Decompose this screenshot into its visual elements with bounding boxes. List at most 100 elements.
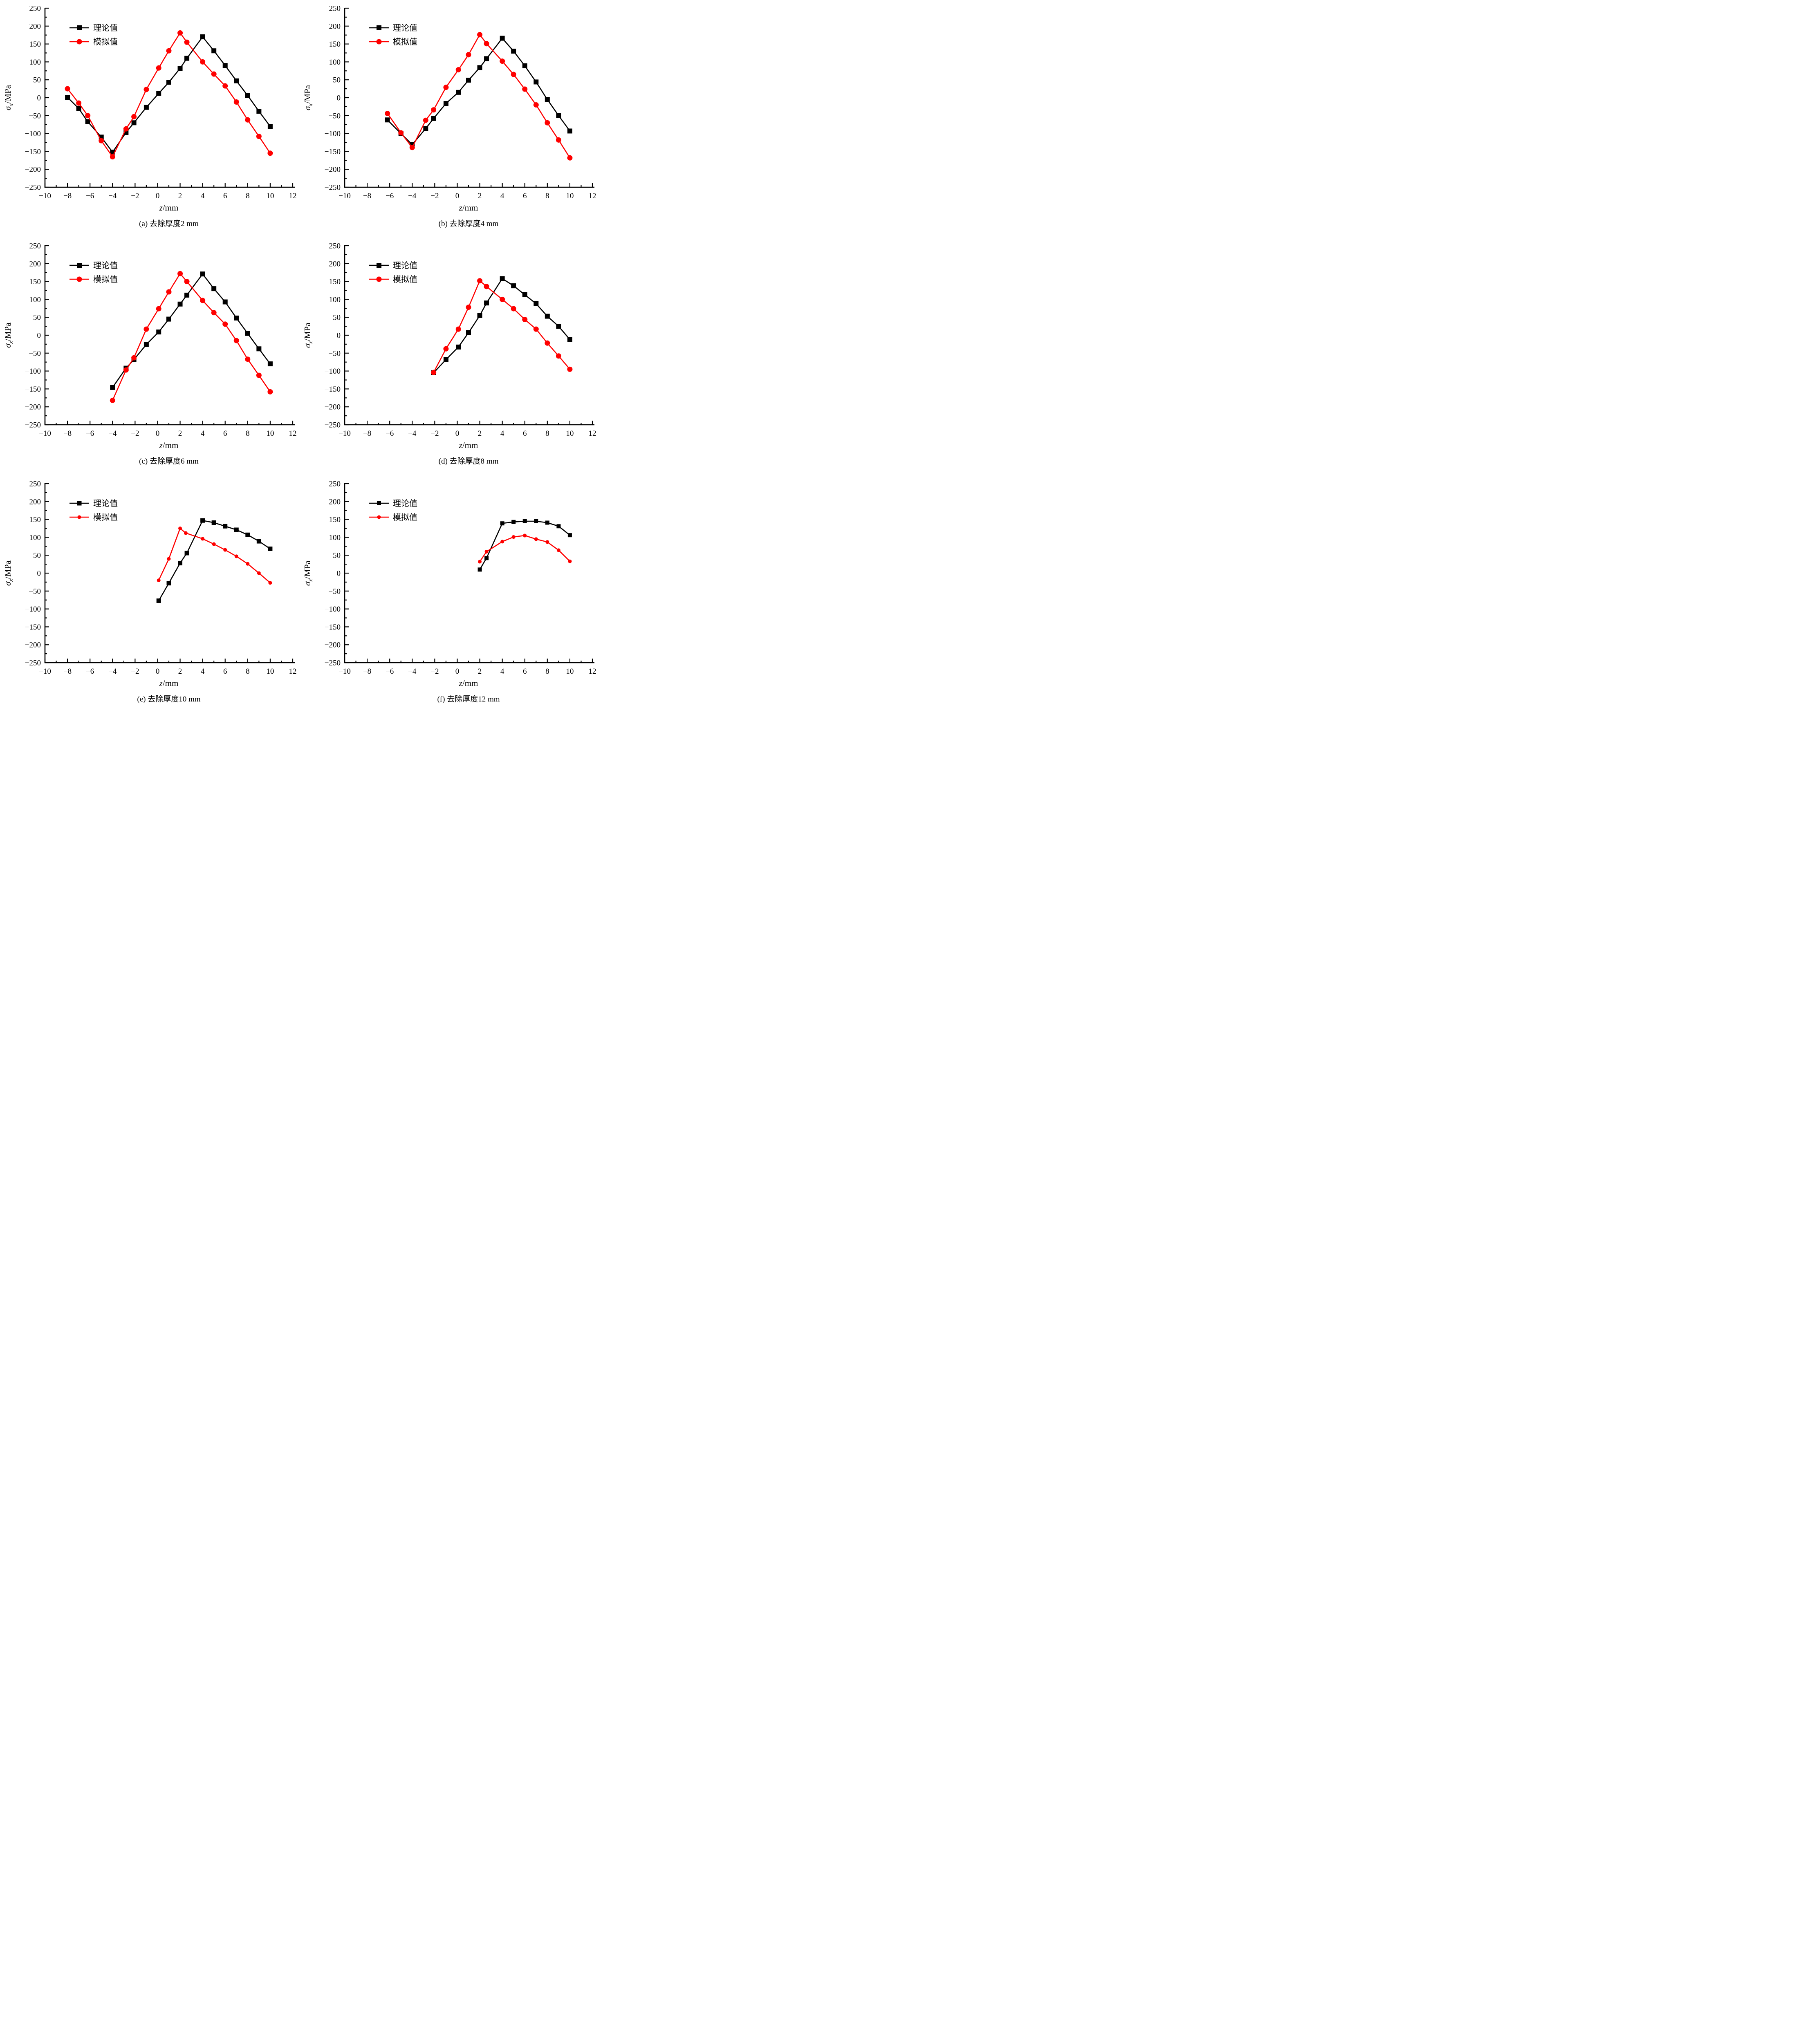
- data-point-square: [522, 292, 527, 298]
- data-point-square: [65, 95, 70, 100]
- x-tick-label: 12: [589, 192, 596, 200]
- data-point-square: [456, 344, 461, 350]
- x-axis-label: z/mm: [159, 678, 179, 688]
- data-point-circle: [200, 298, 206, 303]
- y-tick-label: 200: [29, 498, 41, 506]
- y-tick-label: −50: [29, 587, 41, 596]
- x-tick-label: −4: [408, 667, 417, 676]
- data-point-square: [423, 126, 428, 131]
- data-point-square: [545, 97, 550, 102]
- data-point-square: [567, 128, 572, 134]
- data-point-square: [267, 124, 273, 129]
- data-point-circle: [484, 41, 489, 47]
- y-tick-label: −100: [25, 605, 41, 614]
- data-point-circle: [534, 537, 538, 541]
- data-point-square: [166, 316, 171, 322]
- x-tick-label: −4: [108, 192, 117, 200]
- x-tick-label: 10: [566, 429, 574, 438]
- series-simulation: [478, 533, 572, 564]
- subplot-b: −10 −8 −6 −4 −2 0 2 4 6 8 10 12 −250 −200 −150 −100 −50 0…: [300, 0, 599, 238]
- data-point-circle: [166, 48, 172, 54]
- data-point-square: [477, 65, 482, 70]
- data-point-square: [377, 501, 381, 505]
- data-point-square: [256, 539, 261, 544]
- data-point-circle: [184, 279, 190, 285]
- data-point-circle: [65, 86, 70, 92]
- y-tick-label: −250: [325, 659, 341, 668]
- x-tick-label: 6: [223, 667, 227, 676]
- data-point-circle: [167, 557, 171, 561]
- series-simulation: [157, 527, 272, 585]
- series-line: [112, 273, 271, 401]
- data-point-square: [466, 78, 471, 83]
- axes: [344, 8, 594, 188]
- y-tick-label: −150: [25, 148, 41, 156]
- y-tick-label: −100: [325, 367, 341, 376]
- subplot-b-caption: (b) 去除厚度4 mm: [438, 220, 499, 228]
- data-point-square: [534, 301, 539, 306]
- y-tick-label: −150: [325, 623, 341, 632]
- data-point-square: [456, 90, 461, 95]
- data-point-circle: [256, 134, 262, 139]
- data-point-circle: [200, 59, 206, 65]
- x-tick-label: −2: [430, 429, 439, 438]
- series-simulation: [385, 32, 573, 161]
- x-tick-label: −2: [131, 667, 139, 676]
- legend-label: 理论值: [93, 23, 118, 33]
- data-point-square: [477, 313, 482, 318]
- axes: [44, 245, 295, 426]
- data-point-circle: [222, 83, 228, 89]
- data-point-circle: [234, 554, 238, 558]
- data-point-square: [431, 116, 436, 121]
- data-point-circle: [76, 276, 82, 282]
- series-simulation: [65, 30, 273, 160]
- data-point-circle: [233, 99, 239, 105]
- data-point-square: [522, 63, 527, 69]
- chart-f-canvas: −10 −8 −6 −4 −2 0 2 4 6 8 10 12 −250 −200 −150 −100 −50 0…: [303, 480, 596, 688]
- y-tick-label: −150: [325, 148, 341, 156]
- axes: [344, 483, 594, 663]
- subplot-e: −10 −8 −6 −4 −2 0 2 4 6 8 10 12 −250 −200 −150 −100 −50 0…: [0, 475, 300, 713]
- x-tick-label: −6: [86, 192, 94, 200]
- x-tick-label: −8: [363, 192, 371, 200]
- series-line: [433, 280, 570, 373]
- data-point-circle: [567, 366, 573, 372]
- y-tick-label: −100: [25, 130, 41, 138]
- x-tick-label: 2: [178, 192, 182, 200]
- data-point-square: [223, 524, 228, 529]
- series-line: [158, 527, 271, 583]
- subplot-f-caption: (f) 去除厚度12 mm: [437, 695, 500, 704]
- data-point-circle: [376, 276, 382, 282]
- y-tick-label: 100: [329, 58, 341, 67]
- x-tick-label: −8: [63, 429, 72, 438]
- x-tick-label: −10: [39, 429, 51, 438]
- data-point-circle: [533, 102, 539, 108]
- legend-label: 模拟值: [393, 513, 417, 522]
- x-tick-label: 2: [478, 429, 482, 438]
- data-point-circle: [466, 52, 471, 58]
- tick-labels: −10 −8 −6 −4 −2 0 2 4 6 8 10 12 −250 −200 −150 −100 −50 0…: [25, 242, 297, 438]
- y-tick-label: 50: [33, 76, 41, 85]
- data-point-square: [222, 63, 228, 68]
- x-tick-label: 2: [178, 667, 182, 676]
- x-tick-label: 10: [266, 192, 274, 200]
- data-point-square: [267, 361, 273, 367]
- data-point-circle: [201, 537, 205, 541]
- data-point-circle: [484, 549, 489, 554]
- series-theory: [156, 518, 273, 603]
- data-point-square: [484, 300, 489, 306]
- data-point-square: [443, 357, 448, 362]
- series-simulation: [110, 271, 273, 403]
- data-point-circle: [223, 548, 227, 552]
- tick-labels: −10 −8 −6 −4 −2 0 2 4 6 8 10 12 −250 −200 −150 −100 −50 0…: [25, 480, 297, 676]
- data-point-square: [534, 519, 538, 523]
- data-point-square: [211, 48, 217, 54]
- series-theory: [431, 276, 572, 375]
- data-point-square: [184, 292, 190, 298]
- data-point-square: [200, 34, 205, 40]
- y-tick-label: 200: [329, 22, 341, 31]
- x-tick-label: 6: [523, 192, 527, 200]
- data-point-square: [484, 556, 489, 560]
